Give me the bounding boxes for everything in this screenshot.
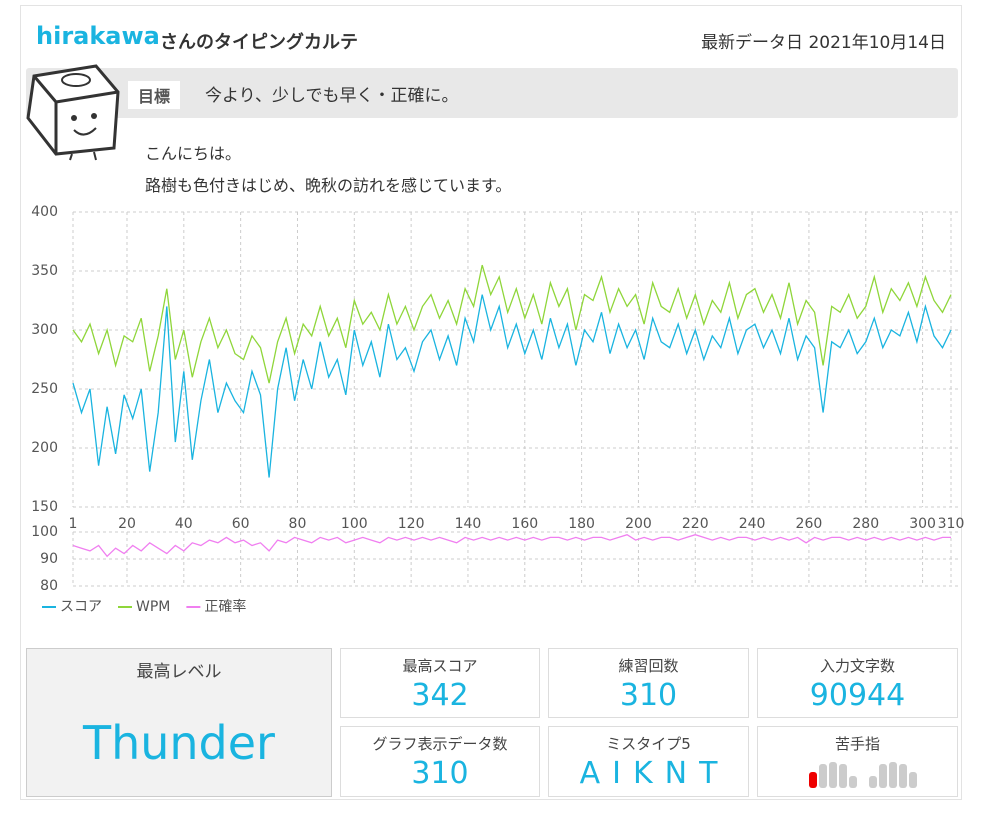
stat-value: 342: [411, 678, 469, 713]
finger: [848, 776, 857, 788]
x-tick-label: 180: [568, 516, 595, 532]
stat-label: 練習回数: [618, 657, 679, 675]
stat-card: ミスタイプ5 AIKNT: [548, 726, 749, 797]
legend-label: スコア: [60, 599, 102, 615]
finger: [818, 764, 827, 788]
user-name: hirakawa: [36, 22, 160, 50]
stat-label: ミスタイプ5: [606, 735, 691, 753]
message-line: こんにちは。: [145, 144, 242, 163]
latest-date: 最新データ日 2021年10月14日: [701, 28, 946, 53]
message: こんにちは。 路樹も色付きはじめ、晩秋の訪れを感じています。: [145, 138, 511, 202]
y-tick-label: 300: [31, 322, 58, 338]
y-tick-label: 100: [31, 524, 58, 540]
x-tick-label: 60: [232, 516, 250, 532]
x-tick-label: 260: [796, 516, 823, 532]
x-tick-label: 20: [118, 516, 136, 532]
y-tick-label: 80: [40, 578, 58, 594]
x-tick-label: 200: [625, 516, 652, 532]
stat-value: AIKNT: [579, 756, 730, 791]
panel: [20, 5, 962, 800]
finger: [908, 772, 917, 788]
y-tick-label: 200: [31, 440, 58, 456]
legend-label: 正確率: [204, 598, 246, 615]
stat-value: Thunder: [83, 716, 275, 770]
stat-value: 310: [411, 756, 469, 791]
legend-label: WPM: [136, 599, 170, 615]
message-line: 路樹も色付きはじめ、晩秋の訪れを感じています。: [145, 176, 512, 195]
finger: [898, 764, 907, 788]
finger: [828, 762, 837, 788]
title-suffix: さんのタイピングカルテ: [160, 32, 358, 53]
x-tick-label: 40: [175, 516, 193, 532]
date: 2021年10月14日: [808, 33, 946, 53]
mascot-leg: [93, 151, 97, 161]
stat-card: 苦手指: [757, 726, 958, 797]
finger: [808, 772, 817, 788]
mascot-leg: [69, 153, 73, 161]
y-tick-label: 350: [31, 263, 58, 279]
finger-icon: [808, 762, 917, 788]
goal-label: 目標: [128, 81, 181, 109]
x-tick-label: 1: [69, 516, 78, 532]
x-tick-label: 300: [909, 516, 936, 532]
stat-label: 最高スコア: [402, 657, 478, 675]
line: [72, 294, 952, 478]
y-tick-label: 250: [31, 381, 58, 397]
mascot-eye: [71, 115, 77, 121]
mascot: [26, 64, 120, 161]
x-tick-label: 140: [455, 516, 482, 532]
stat-card: 最高スコア 342: [340, 648, 540, 718]
x-tick-label: 220: [682, 516, 709, 532]
finger: [878, 764, 887, 788]
stat-label: 最高レベル: [136, 662, 222, 682]
x-tick-label: 80: [289, 516, 307, 532]
stat-card: 最高レベル Thunder: [26, 648, 332, 797]
finger: [868, 776, 877, 788]
stat-label: 入力文字数: [819, 657, 895, 675]
y-tick-label: 90: [40, 551, 58, 567]
goal-text: 今より、少しでも早く・正確に。: [205, 86, 459, 106]
finger: [888, 762, 897, 788]
goal-bar: [26, 68, 958, 118]
line: [72, 264, 952, 384]
stat-value: 310: [619, 678, 678, 713]
mascot-symbol: [61, 73, 91, 87]
stat-label: 苦手指: [834, 735, 880, 753]
mascot-body: [26, 64, 120, 156]
mascot-mouth: [73, 127, 97, 136]
stat-label: グラフ表示データ数: [372, 735, 508, 753]
x-tick-label: 310: [938, 516, 965, 532]
stat-value: 90944: [809, 678, 906, 713]
date-label: 最新データ日: [701, 33, 804, 53]
x-tick-label: 240: [739, 516, 766, 532]
stat-card: 練習回数 310: [548, 648, 749, 718]
y-tick-label: 400: [31, 204, 58, 220]
x-tick-label: 280: [852, 516, 879, 532]
y-tick-label: 150: [31, 499, 58, 515]
mascot-eye: [91, 113, 97, 119]
finger: [838, 764, 847, 788]
x-tick-label: 120: [398, 516, 425, 532]
line: [72, 533, 951, 558]
stat-card: グラフ表示データ数 310: [340, 726, 540, 797]
x-tick-label: 100: [341, 516, 368, 532]
x-tick-label: 160: [511, 516, 538, 532]
stat-card: 入力文字数 90944: [757, 648, 958, 718]
